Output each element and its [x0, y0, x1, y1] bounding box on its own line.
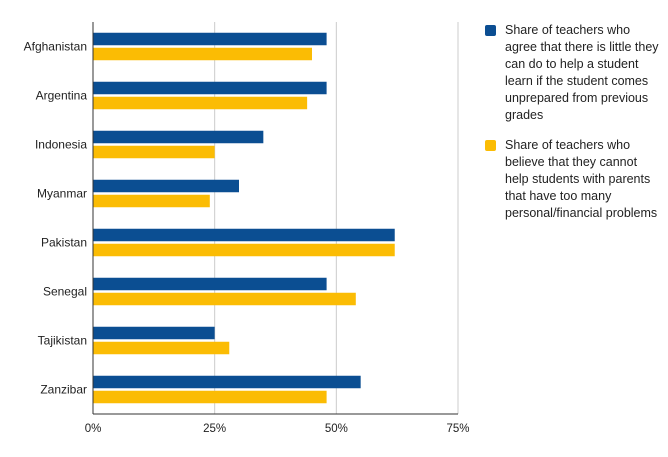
bar-series-2: [93, 292, 356, 306]
legend-swatch-series-2: [485, 140, 496, 151]
category-label: Argentina: [36, 89, 88, 103]
bar-series-1: [93, 326, 215, 340]
bar-series-1: [93, 130, 264, 144]
bars: [93, 32, 395, 404]
category-label: Myanmar: [37, 187, 87, 201]
category-label: Indonesia: [35, 138, 87, 152]
category-label: Zanzibar: [40, 383, 87, 397]
bar-series-2: [93, 390, 327, 404]
x-tick-label: 75%: [446, 423, 469, 435]
bar-series-2: [93, 194, 210, 208]
legend: Share of teachers who agree that there i…: [485, 22, 660, 235]
bar-series-1: [93, 277, 327, 291]
bar-series-2: [93, 96, 308, 110]
bar-series-1: [93, 81, 327, 95]
category-labels: Afghanistan Argentina Indonesia Myanmar Paki…: [24, 40, 88, 397]
bar-series-1: [93, 32, 327, 46]
x-tick-labels: 0% 25% 50% 75%: [85, 423, 470, 435]
category-label: Afghanistan: [24, 40, 87, 54]
bar-series-1: [93, 375, 361, 389]
x-tick-label: 0%: [85, 423, 102, 435]
legend-swatch-series-1: [485, 25, 496, 36]
bar-series-1: [93, 228, 395, 242]
legend-label-series-1: Share of teachers who agree that there i…: [505, 23, 659, 122]
category-label: Senegal: [43, 285, 87, 299]
legend-item-series-1: Share of teachers who agree that there i…: [485, 22, 660, 124]
bar-series-2: [93, 341, 230, 355]
bar-series-2: [93, 243, 395, 257]
bar-series-2: [93, 47, 312, 61]
legend-label-series-2: Share of teachers who believe that they …: [505, 138, 658, 220]
x-tick-label: 50%: [325, 423, 348, 435]
bar-series-2: [93, 145, 215, 159]
category-label: Pakistan: [41, 236, 87, 250]
gridlines: [93, 22, 459, 415]
legend-item-series-2: Share of teachers who believe that they …: [485, 137, 660, 222]
category-label: Tajikistan: [38, 334, 87, 348]
x-tick-label: 25%: [203, 423, 226, 435]
bar-series-1: [93, 179, 239, 193]
